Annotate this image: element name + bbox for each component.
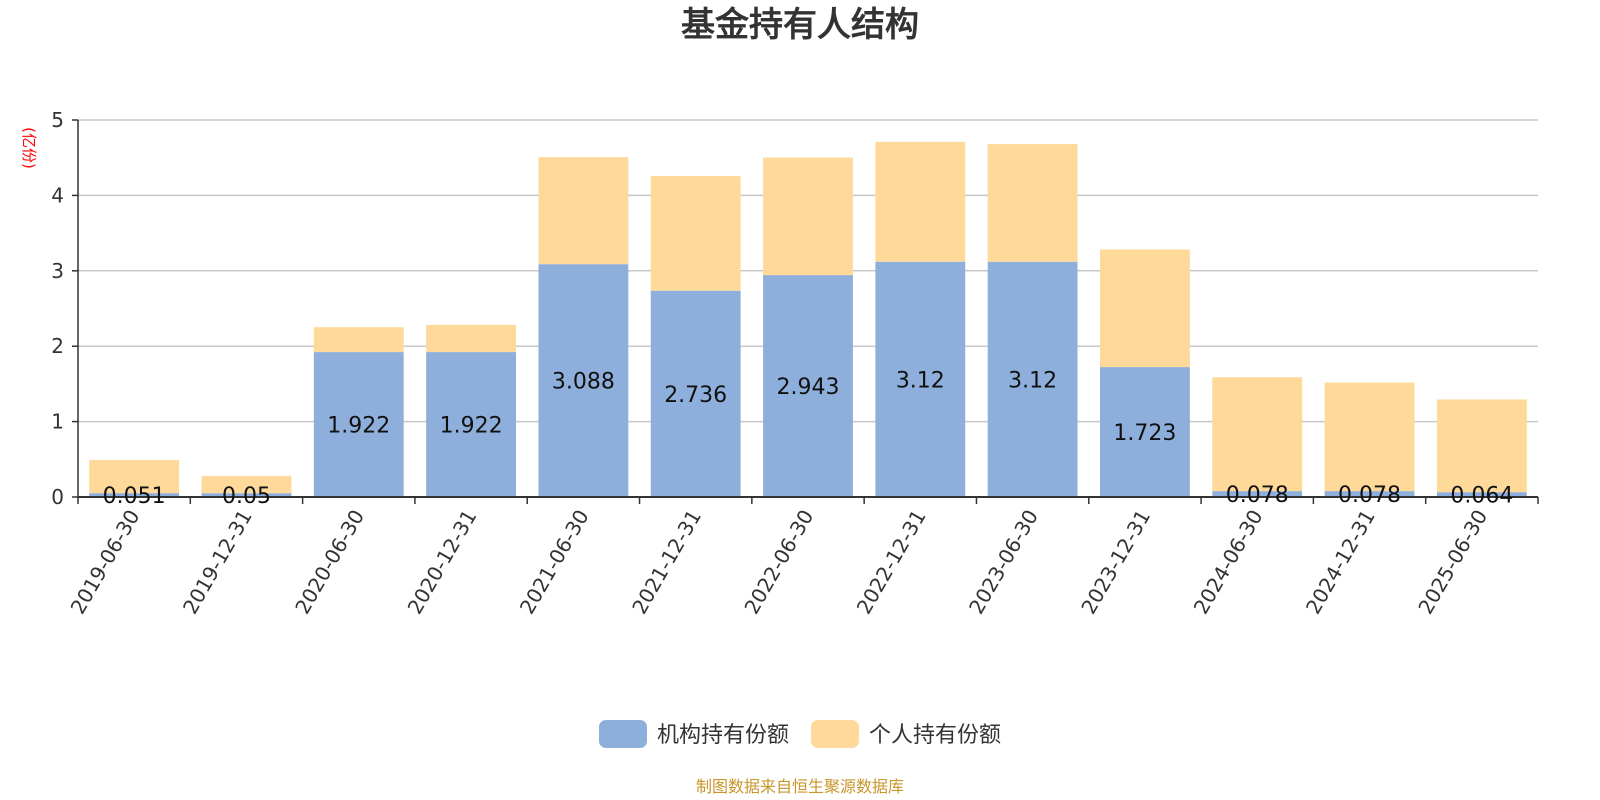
x-tick-label: 2024-06-30: [1189, 506, 1268, 619]
data-label: 1.922: [440, 414, 503, 439]
x-tick-label: 2023-12-31: [1076, 506, 1155, 619]
y-tick-label: 2: [51, 334, 64, 358]
chart-title: 基金持有人结构: [681, 5, 919, 45]
bar-institutional: [650, 290, 741, 497]
bar-individual: [313, 327, 404, 353]
bar-individual: [1436, 399, 1527, 493]
bar-institutional: [1212, 491, 1303, 497]
data-label: 1.723: [1113, 421, 1176, 446]
bar-individual: [426, 324, 516, 353]
data-label: 2.736: [664, 383, 727, 408]
bar-individual: [875, 141, 966, 262]
x-tick-label: 2021-06-30: [515, 506, 594, 619]
x-tick-label: 2025-06-30: [1413, 506, 1492, 619]
y-tick-label: 0: [51, 485, 64, 509]
data-label: 1.922: [327, 414, 390, 439]
data-labels: 0.051 0.05 1.922 1.922 3.088 2.736 2.943 3.12 3.…: [103, 368, 1514, 509]
bar-individual: [201, 475, 292, 494]
data-label: 2.943: [777, 375, 840, 400]
data-label: 0.064: [1450, 484, 1513, 509]
x-tick-label: 2022-12-31: [852, 505, 931, 618]
y-tick-label: 3: [51, 259, 64, 283]
bar-institutional: [201, 493, 292, 497]
y-tick-label: 5: [51, 108, 64, 132]
y-unit-label: (亿份): [20, 127, 38, 169]
x-tick-label: 2023-06-30: [964, 506, 1043, 619]
bar-individual: [538, 157, 629, 265]
bar-individual: [1324, 382, 1415, 492]
y-tick-label: 1: [51, 410, 64, 434]
x-tick-label: 2021-12-31: [627, 506, 706, 619]
data-label: 3.12: [896, 368, 945, 393]
legend-label: 机构持有份额: [657, 723, 789, 748]
bar-institutional: [1100, 367, 1190, 497]
bars: [89, 141, 1527, 497]
bar-individual: [650, 176, 741, 291]
legend-swatch: [811, 720, 859, 748]
x-tick-label: 2024-12-31: [1301, 506, 1380, 619]
data-label: 3.12: [1008, 368, 1057, 393]
bar-institutional: [426, 352, 516, 497]
bar-individual: [89, 459, 180, 494]
bar-institutional: [875, 261, 966, 497]
y-tick-label: 4: [51, 183, 64, 207]
x-tick-label: 2019-06-30: [66, 506, 145, 619]
data-label: 0.078: [1338, 483, 1401, 508]
legend-swatch: [598, 720, 647, 748]
x-tick-label: 2020-06-30: [290, 506, 369, 619]
bar-institutional: [89, 493, 180, 497]
bar-individual: [1212, 377, 1303, 492]
x-tick-label: 2019-12-31: [178, 506, 257, 619]
legend-label: 个人持有份额: [869, 723, 1001, 748]
bar-institutional: [1436, 492, 1527, 497]
data-label: 0.05: [222, 484, 271, 509]
bar-individual: [1100, 249, 1190, 368]
x-tick-label: 2022-06-30: [739, 506, 818, 619]
data-label: 0.051: [103, 484, 166, 509]
bar-institutional: [538, 264, 629, 497]
bar-individual: [987, 144, 1078, 262]
bar-individual: [763, 157, 853, 276]
data-label: 3.088: [552, 370, 615, 395]
source-note: 制图数据来自恒生聚源数据库: [696, 777, 904, 796]
bar-institutional: [1324, 491, 1415, 497]
bar-institutional: [313, 352, 404, 497]
legend: 机构持有份额 个人持有份额: [598, 720, 1001, 748]
bar-institutional: [763, 275, 853, 497]
bar-institutional: [987, 261, 1078, 497]
x-tick-label: 2020-12-31: [403, 505, 482, 618]
data-label: 0.078: [1226, 483, 1289, 508]
